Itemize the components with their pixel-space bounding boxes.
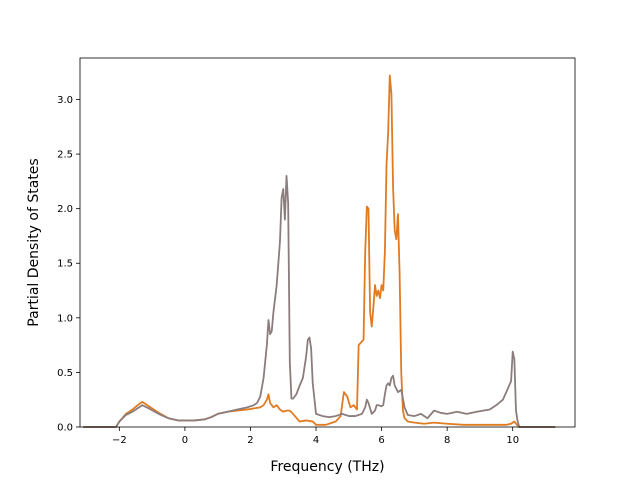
y-tick-label: 3.0	[57, 95, 73, 106]
y-tick-label: 0.5	[57, 368, 73, 379]
y-axis-ticks: 0.0 0.5 1.0 1.5 2.0 2.5 3.0	[57, 95, 80, 434]
x-tick-label: 2	[247, 435, 253, 446]
x-tick-label: 0	[182, 435, 188, 446]
x-tick-label: 10	[506, 435, 519, 446]
y-axis-label: Partial Density of States	[26, 158, 42, 326]
y-tick-label: 1.5	[57, 259, 73, 270]
x-tick-label: 8	[444, 435, 450, 446]
y-tick-label: 2.0	[57, 204, 73, 215]
series-line-2	[83, 175, 556, 428]
series-layer	[83, 74, 556, 428]
x-tick-label: 4	[313, 435, 319, 446]
x-axis-label: Frequency (THz)	[270, 459, 384, 475]
y-tick-label: 0.0	[57, 423, 73, 434]
x-tick-label: 6	[378, 435, 384, 446]
series-line-1	[83, 74, 556, 428]
y-tick-label: 1.0	[57, 313, 73, 324]
x-axis-ticks: −2 0 2 4 6 8 10	[112, 427, 519, 446]
x-tick-label: −2	[112, 435, 127, 446]
y-tick-label: 2.5	[57, 150, 73, 161]
plot-frame	[79, 57, 576, 428]
